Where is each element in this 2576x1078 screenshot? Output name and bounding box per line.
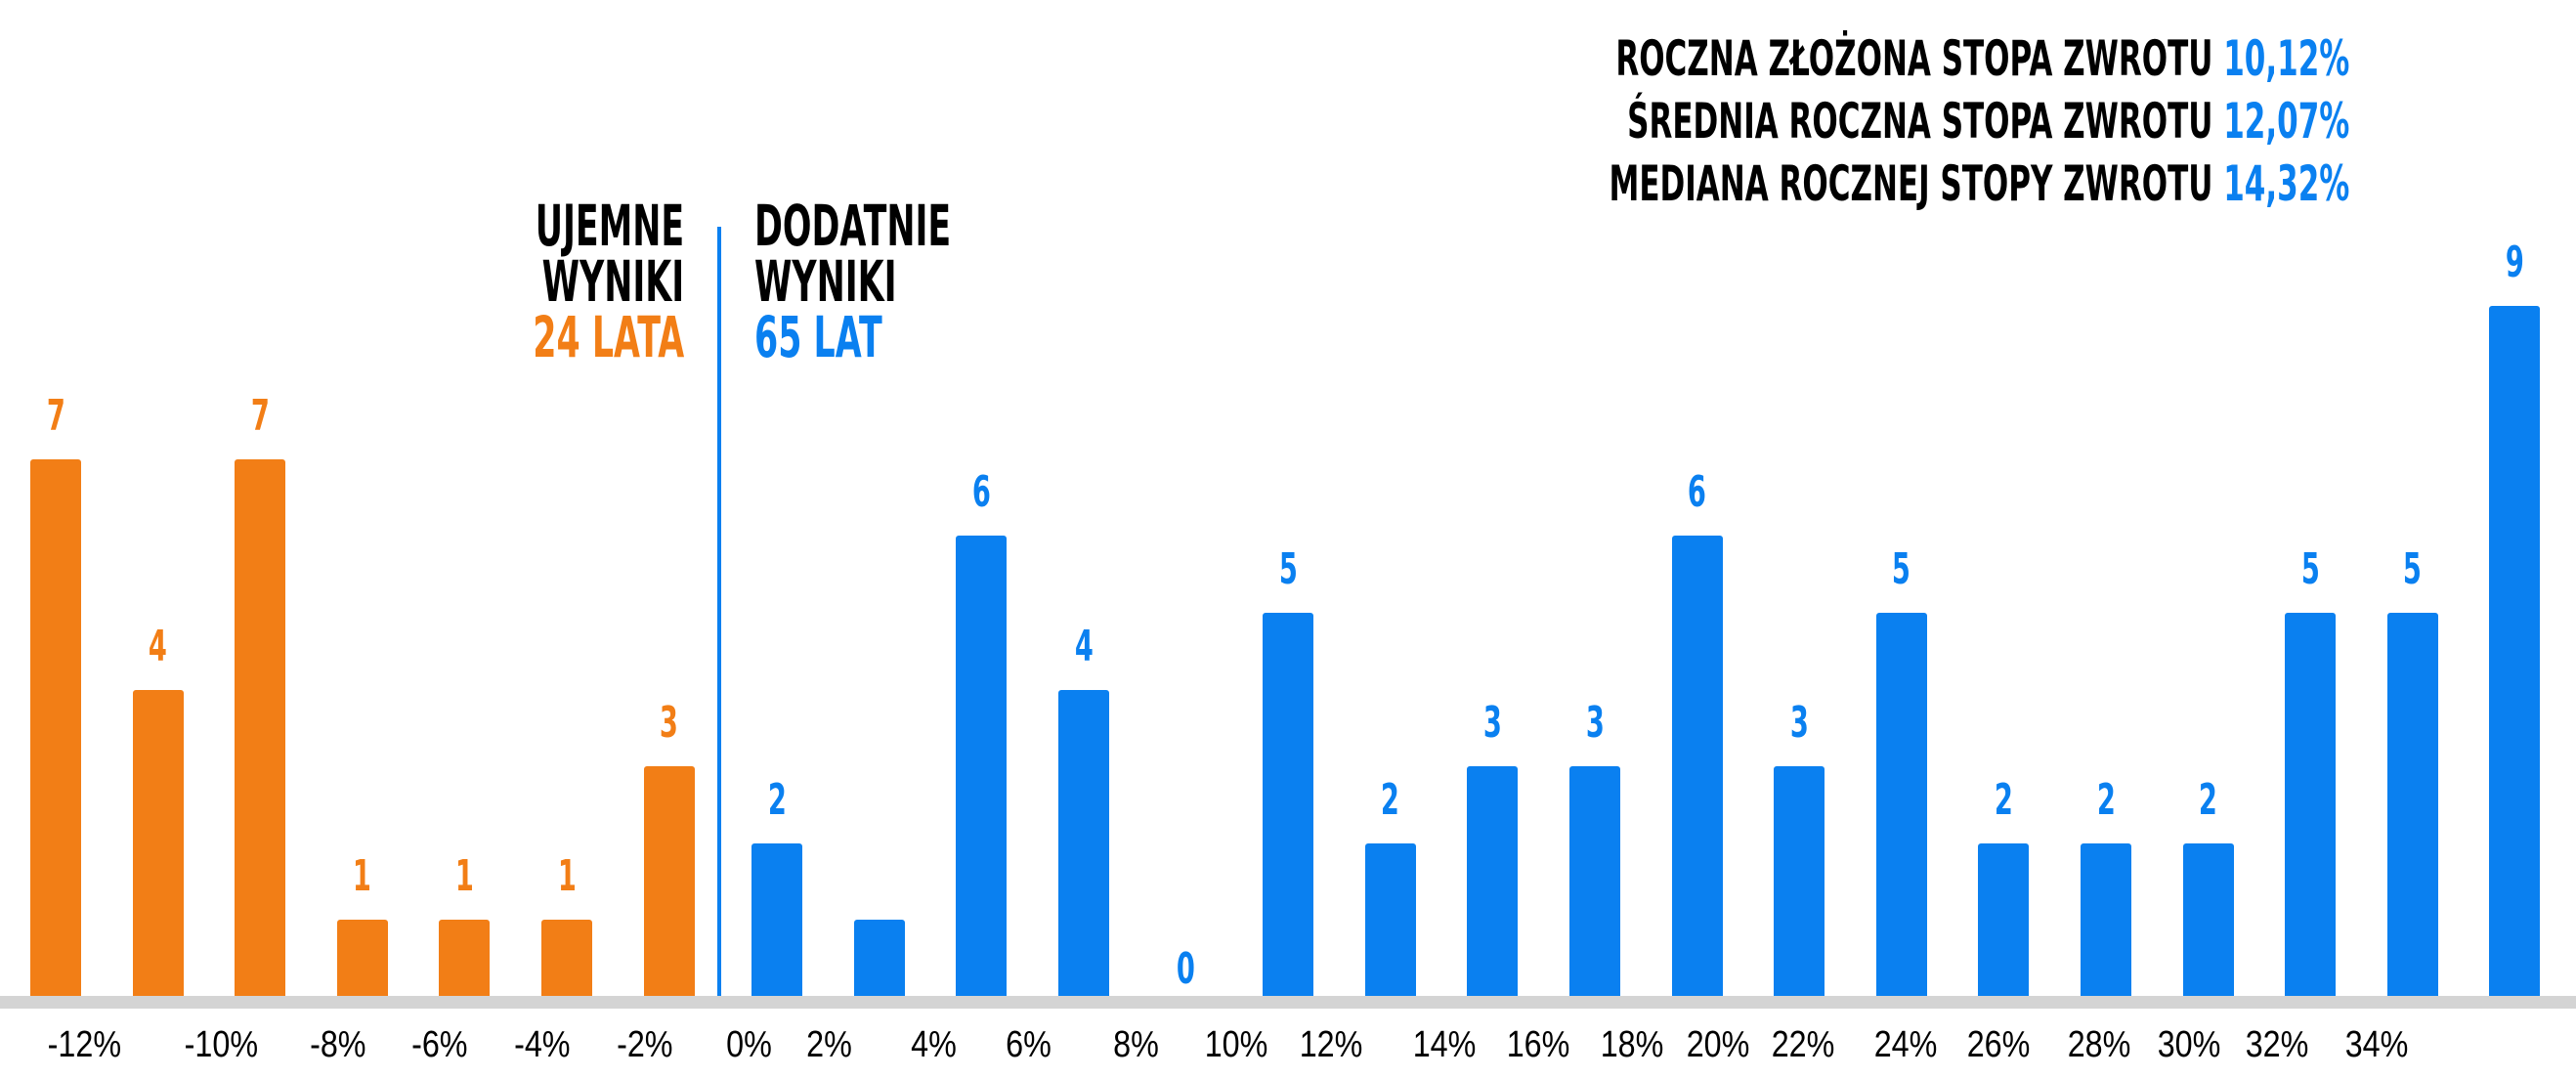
bar: [541, 920, 592, 997]
summary-stats: ROCZNA ZŁOŻONA STOPA ZWROTU 10,12% ŚREDN…: [1155, 27, 2349, 215]
stat-value: 14,32%: [2222, 155, 2349, 212]
positive-results-label: DODATNIE WYNIKI 65 LAT: [754, 193, 1082, 370]
bar-value-label: 2: [2199, 774, 2218, 825]
x-tick-label: -6%: [411, 1024, 468, 1065]
bar: [956, 536, 1008, 997]
stat-value: 12,07%: [2222, 93, 2349, 150]
x-tick-label: 26%: [1966, 1024, 2031, 1065]
x-tick-label: 34%: [2344, 1024, 2409, 1065]
bar: [2489, 305, 2541, 997]
stat-label: ŚREDNIA ROCZNA STOPA ZWROTU: [1626, 93, 2213, 150]
bar-value-label: 6: [971, 467, 991, 518]
negative-results-label: UJEMNE WYNIKI 24 LATA: [432, 193, 684, 370]
stat-median: MEDIANA ROCZNEJ STOPY ZWROTU 14,32%: [1609, 152, 2349, 215]
bar: [1875, 613, 1927, 997]
x-tick-label: 0%: [725, 1024, 772, 1065]
bar: [336, 920, 388, 997]
bar-value-label: 9: [2505, 237, 2524, 287]
bar: [2182, 842, 2234, 997]
bar: [751, 842, 803, 997]
bar-value-label: 3: [1482, 698, 1502, 749]
bar: [235, 458, 286, 997]
x-tick-label: 16%: [1506, 1024, 1570, 1065]
bar-value-label: 7: [46, 390, 65, 441]
x-tick-label: 4%: [910, 1024, 957, 1065]
bar-value-label: 3: [1585, 698, 1605, 749]
bar: [643, 766, 695, 997]
x-tick-label: 24%: [1873, 1024, 1938, 1065]
bar-value-label: 5: [2300, 544, 2320, 594]
bar: [1263, 613, 1314, 997]
bar: [1569, 766, 1620, 997]
x-tick-label: 30%: [2157, 1024, 2221, 1065]
bar-value-label: 6: [1688, 467, 1707, 518]
bar-value-label: 1: [557, 851, 577, 902]
bar-value-label: 7: [250, 390, 270, 441]
stat-label: ROCZNA ZŁOŻONA STOPA ZWROTU: [1614, 30, 2213, 87]
bar: [2081, 842, 2131, 997]
negative-count: 24 LATA: [533, 304, 684, 370]
x-tick-label: 6%: [1005, 1024, 1052, 1065]
positive-count: 65 LAT: [754, 304, 882, 370]
bar-value-label: 2: [1381, 774, 1400, 825]
bar: [439, 920, 491, 997]
stat-label: MEDIANA ROCZNEJ STOPY ZWROTU: [1609, 155, 2213, 212]
x-tick-label: 18%: [1600, 1024, 1664, 1065]
bar: [1774, 766, 1825, 997]
positive-title-line1: DODATNIE: [754, 193, 952, 259]
bar-value-label: 4: [1074, 621, 1094, 671]
x-tick-label: -2%: [617, 1024, 673, 1065]
bar: [132, 689, 184, 997]
zero-divider-line: [717, 227, 721, 997]
x-tick-label: 12%: [1299, 1024, 1363, 1065]
bar: [30, 458, 81, 997]
x-axis-baseline: [0, 996, 2576, 1009]
x-tick-label: 14%: [1412, 1024, 1477, 1065]
bar-value-label: 1: [353, 851, 372, 902]
negative-title-line2: WYNIKI: [541, 248, 684, 315]
stat-value: 10,12%: [2222, 30, 2349, 87]
bar-value-label: 2: [1994, 774, 2013, 825]
x-tick-label: 22%: [1771, 1024, 1835, 1065]
bar-value-label: 4: [149, 621, 168, 671]
bar-value-label: 5: [2403, 544, 2423, 594]
bar-value-label: 2: [767, 774, 787, 825]
bar: [1978, 842, 2030, 997]
x-tick-label: 32%: [2245, 1024, 2309, 1065]
x-tick-label: 10%: [1204, 1024, 1268, 1065]
x-tick-label: -4%: [514, 1024, 571, 1065]
bar: [853, 920, 905, 997]
bar: [1364, 842, 1416, 997]
stat-cagr: ROCZNA ZŁOŻONA STOPA ZWROTU 10,12%: [1609, 27, 2349, 90]
x-tick-label: 8%: [1112, 1024, 1159, 1065]
bar: [1058, 689, 1109, 997]
bar: [2386, 613, 2438, 997]
x-tick-label: 20%: [1686, 1024, 1750, 1065]
positive-title-line2: WYNIKI: [754, 248, 897, 315]
stat-mean: ŚREDNIA ROCZNA STOPA ZWROTU 12,07%: [1609, 90, 2349, 152]
x-tick-label: -10%: [184, 1024, 258, 1065]
bar-value-label: 3: [660, 698, 679, 749]
x-tick-label: -12%: [47, 1024, 121, 1065]
bar: [2285, 613, 2337, 997]
bar-value-label: 3: [1789, 698, 1809, 749]
bar-value-label: 2: [2096, 774, 2116, 825]
bar-value-label: 5: [1278, 544, 1298, 594]
bar-value-label: 0: [1177, 944, 1196, 994]
x-tick-label: 2%: [805, 1024, 852, 1065]
x-tick-label: 28%: [2067, 1024, 2131, 1065]
x-tick-label: -8%: [310, 1024, 366, 1065]
bar: [1671, 536, 1723, 997]
bar-value-label: 5: [1892, 544, 1911, 594]
bar: [1467, 766, 1519, 997]
negative-title-line1: UJEMNE: [535, 193, 684, 259]
bar-value-label: 1: [454, 851, 474, 902]
